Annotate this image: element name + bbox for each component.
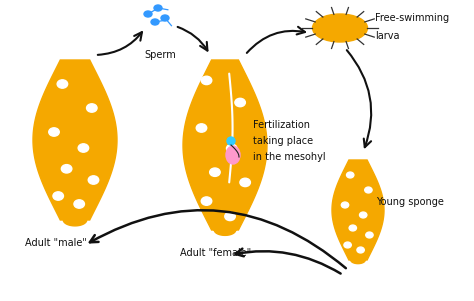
Text: in the mesohyl: in the mesohyl bbox=[253, 152, 326, 162]
Ellipse shape bbox=[312, 14, 367, 42]
Ellipse shape bbox=[225, 212, 235, 221]
Text: Adult "female": Adult "female" bbox=[180, 248, 251, 258]
Ellipse shape bbox=[88, 176, 99, 184]
Text: Young sponge: Young sponge bbox=[376, 197, 444, 207]
Ellipse shape bbox=[341, 202, 349, 208]
Ellipse shape bbox=[357, 247, 365, 253]
Ellipse shape bbox=[365, 187, 372, 193]
Ellipse shape bbox=[227, 144, 237, 153]
Text: Adult "male": Adult "male" bbox=[25, 238, 87, 248]
Ellipse shape bbox=[161, 15, 169, 21]
Polygon shape bbox=[183, 60, 267, 235]
Ellipse shape bbox=[61, 165, 72, 173]
Ellipse shape bbox=[87, 104, 97, 112]
Text: Free-swimming: Free-swimming bbox=[375, 13, 449, 23]
Ellipse shape bbox=[240, 178, 250, 187]
Ellipse shape bbox=[154, 5, 162, 11]
Ellipse shape bbox=[151, 19, 159, 25]
Ellipse shape bbox=[49, 128, 59, 136]
Ellipse shape bbox=[78, 144, 89, 152]
Text: taking place: taking place bbox=[253, 136, 313, 146]
Text: Sperm: Sperm bbox=[144, 50, 176, 60]
Polygon shape bbox=[332, 160, 384, 264]
Polygon shape bbox=[33, 60, 117, 226]
Ellipse shape bbox=[235, 98, 246, 107]
Ellipse shape bbox=[196, 124, 207, 132]
Ellipse shape bbox=[359, 212, 367, 218]
Ellipse shape bbox=[210, 168, 220, 176]
Ellipse shape bbox=[226, 146, 240, 164]
Ellipse shape bbox=[53, 192, 64, 200]
Ellipse shape bbox=[201, 76, 212, 85]
Ellipse shape bbox=[346, 172, 354, 178]
Ellipse shape bbox=[144, 11, 152, 17]
Ellipse shape bbox=[349, 225, 356, 231]
Ellipse shape bbox=[201, 197, 212, 205]
Ellipse shape bbox=[57, 80, 68, 88]
Ellipse shape bbox=[344, 242, 351, 248]
Text: Fertilization: Fertilization bbox=[253, 120, 310, 130]
Text: larva: larva bbox=[375, 31, 400, 41]
Ellipse shape bbox=[227, 137, 235, 145]
Ellipse shape bbox=[74, 200, 84, 208]
Ellipse shape bbox=[366, 232, 373, 238]
